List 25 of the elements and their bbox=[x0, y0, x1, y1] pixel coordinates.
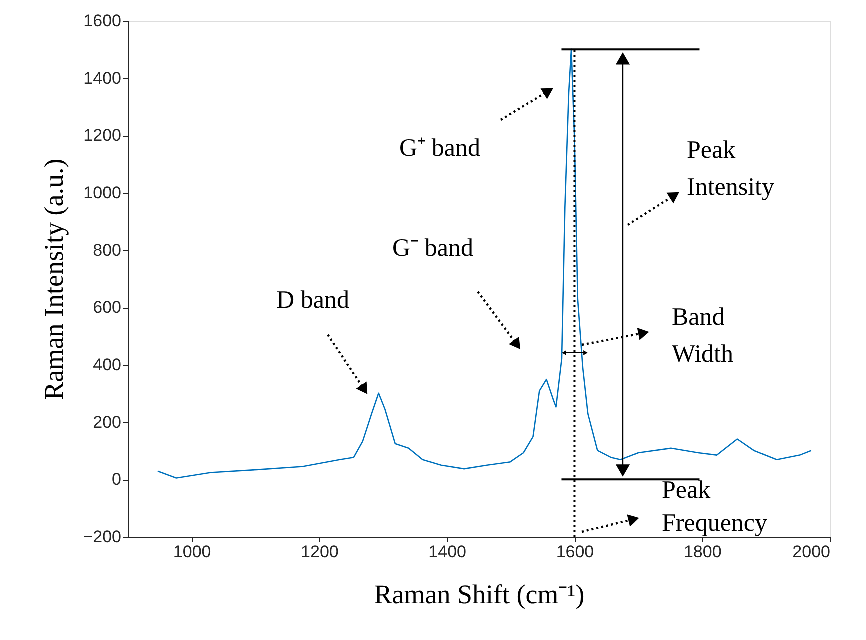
x-tick-label: 1600 bbox=[556, 542, 594, 562]
x-axis-title: Raman Shift (cm⁻¹) bbox=[374, 580, 585, 610]
annotation: Band Width bbox=[672, 304, 734, 368]
annotation: G⁻ band bbox=[392, 235, 474, 262]
y-tick-label: 800 bbox=[93, 240, 122, 260]
y-tick-label: 200 bbox=[93, 412, 122, 432]
x-tick-label: 1400 bbox=[428, 542, 467, 562]
y-tick-label: 1000 bbox=[84, 184, 122, 202]
y-tick-label: −200 bbox=[83, 528, 122, 546]
y-tick-label: 0 bbox=[112, 470, 122, 490]
y-tick-label: 1600 bbox=[84, 12, 122, 30]
line-series bbox=[157, 48, 812, 479]
annotation: G⁺ band bbox=[400, 135, 481, 162]
y-tick-label: 1200 bbox=[84, 126, 122, 146]
annotation: Peak Frequency bbox=[662, 477, 768, 537]
y-tick-label: 1400 bbox=[84, 68, 122, 88]
y-tick-label: 400 bbox=[93, 356, 122, 374]
annotation: D band bbox=[276, 287, 350, 314]
x-tick-label: 1000 bbox=[173, 542, 212, 562]
x-tick-label: 2000 bbox=[792, 542, 830, 562]
y-tick-label: 600 bbox=[93, 298, 122, 318]
annotation: Peak Intensity bbox=[687, 137, 775, 201]
y-axis-title: Raman Intensity (a.u.) bbox=[39, 158, 70, 400]
x-tick-label: 1800 bbox=[684, 542, 722, 562]
x-tick-label: 1200 bbox=[301, 542, 339, 562]
